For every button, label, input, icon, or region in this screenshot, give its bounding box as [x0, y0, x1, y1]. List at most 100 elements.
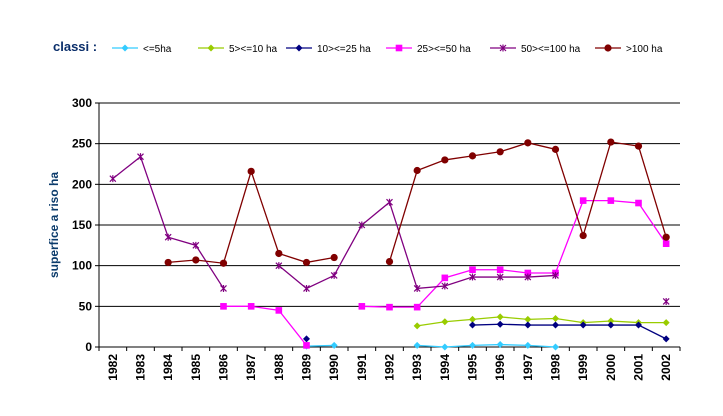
data-point [275, 262, 283, 270]
data-point [524, 139, 532, 147]
data-point [275, 249, 283, 258]
data-point [607, 321, 615, 329]
x-tick-label: 1996 [493, 354, 507, 381]
data-point [496, 273, 504, 281]
data-point [496, 320, 504, 328]
data-point [385, 258, 394, 266]
x-tick-label: 1982 [106, 354, 120, 381]
data-point [386, 198, 393, 206]
data-point [579, 231, 587, 240]
data-point [469, 321, 476, 329]
x-tick-label: 2002 [659, 354, 673, 381]
y-axis-title: superfice a riso ha [47, 172, 61, 278]
legend-swatch-marker [499, 44, 507, 52]
data-point [109, 175, 117, 183]
x-tick-label: 1987 [244, 354, 258, 381]
legend-swatch-marker [604, 44, 612, 52]
x-tick-label: 1993 [410, 354, 424, 381]
data-point [469, 341, 476, 349]
series-line [472, 323, 667, 340]
legend-title: classi : [53, 39, 97, 54]
data-point [552, 343, 559, 351]
data-point [358, 221, 366, 229]
x-tick-label: 1989 [300, 354, 314, 381]
data-point [386, 303, 393, 311]
data-point [607, 138, 615, 146]
series-line [223, 305, 308, 346]
y-tick-label: 0 [85, 340, 92, 354]
data-point [662, 297, 670, 305]
x-tick-label: 1991 [355, 354, 369, 381]
series-5 [109, 153, 670, 305]
series-line [306, 344, 335, 347]
data-point [524, 269, 532, 277]
legend-item: 50><=100 ha [490, 44, 581, 55]
data-point [247, 167, 255, 175]
x-tick-label: 1988 [272, 354, 286, 381]
legend-label: 5><=10 ha [229, 44, 278, 55]
data-point [552, 321, 559, 329]
series-line [278, 201, 556, 290]
data-point [137, 153, 144, 161]
data-point [220, 303, 227, 310]
x-tick-label: 1990 [327, 354, 341, 381]
data-point [635, 199, 642, 207]
x-tick-label: 1983 [134, 354, 148, 381]
legend-item: <=5ha [112, 44, 172, 55]
legend-swatch-marker [295, 44, 303, 52]
data-point [579, 197, 587, 204]
data-point [579, 321, 587, 329]
data-point [524, 321, 532, 329]
x-tick-label: 1984 [161, 354, 175, 381]
legend-label: <=5ha [143, 44, 172, 55]
series-4 [220, 197, 670, 349]
y-tick-label: 200 [72, 177, 92, 191]
series-6 [164, 138, 670, 267]
data-point [468, 152, 477, 160]
data-point [413, 303, 421, 311]
series-2 [413, 313, 670, 330]
data-point [607, 197, 615, 204]
data-point [164, 258, 172, 267]
legend-swatch-marker [207, 44, 215, 52]
data-point [496, 341, 504, 349]
x-tick-label: 2000 [604, 354, 618, 381]
data-point [413, 322, 421, 330]
data-point [496, 148, 504, 156]
data-point [303, 342, 310, 349]
legend-swatch-marker [395, 44, 403, 52]
data-point [662, 319, 670, 327]
data-point [469, 266, 476, 274]
legend: <=5ha 5><=10 ha 10><=25 ha 25><=50 ha 50><=1… [112, 44, 663, 55]
y-tick-label: 50 [79, 299, 93, 313]
data-point [413, 341, 421, 349]
x-tick-label: 2001 [632, 354, 646, 381]
series-line [112, 155, 225, 289]
gridlines [99, 102, 680, 307]
data-point [551, 145, 560, 153]
y-tick-label: 150 [72, 218, 92, 232]
data-point [469, 315, 476, 323]
x-axis: 1982 1983 1984 1985 1986 1987 1988 1989 1990 1991… [98, 346, 681, 381]
data-point [302, 258, 311, 267]
series-line [361, 199, 667, 308]
data-point [413, 166, 421, 175]
x-tick-label: 1995 [466, 354, 480, 381]
x-tick-label: 1986 [217, 354, 231, 381]
data-point [219, 259, 228, 267]
data-point [634, 142, 643, 150]
data-point [220, 284, 227, 292]
data-point [662, 233, 670, 241]
data-point [662, 335, 670, 343]
data-point [441, 343, 449, 351]
legend-item: 25><=50 ha [386, 44, 471, 55]
data-point [469, 273, 476, 281]
data-point [496, 313, 504, 321]
x-tick-label: 1992 [383, 354, 397, 381]
legend-label: 25><=50 ha [417, 44, 471, 55]
legend-item: >100 ha [595, 44, 663, 55]
data-point [662, 240, 670, 248]
data-point [303, 284, 310, 292]
data-point [524, 273, 532, 281]
